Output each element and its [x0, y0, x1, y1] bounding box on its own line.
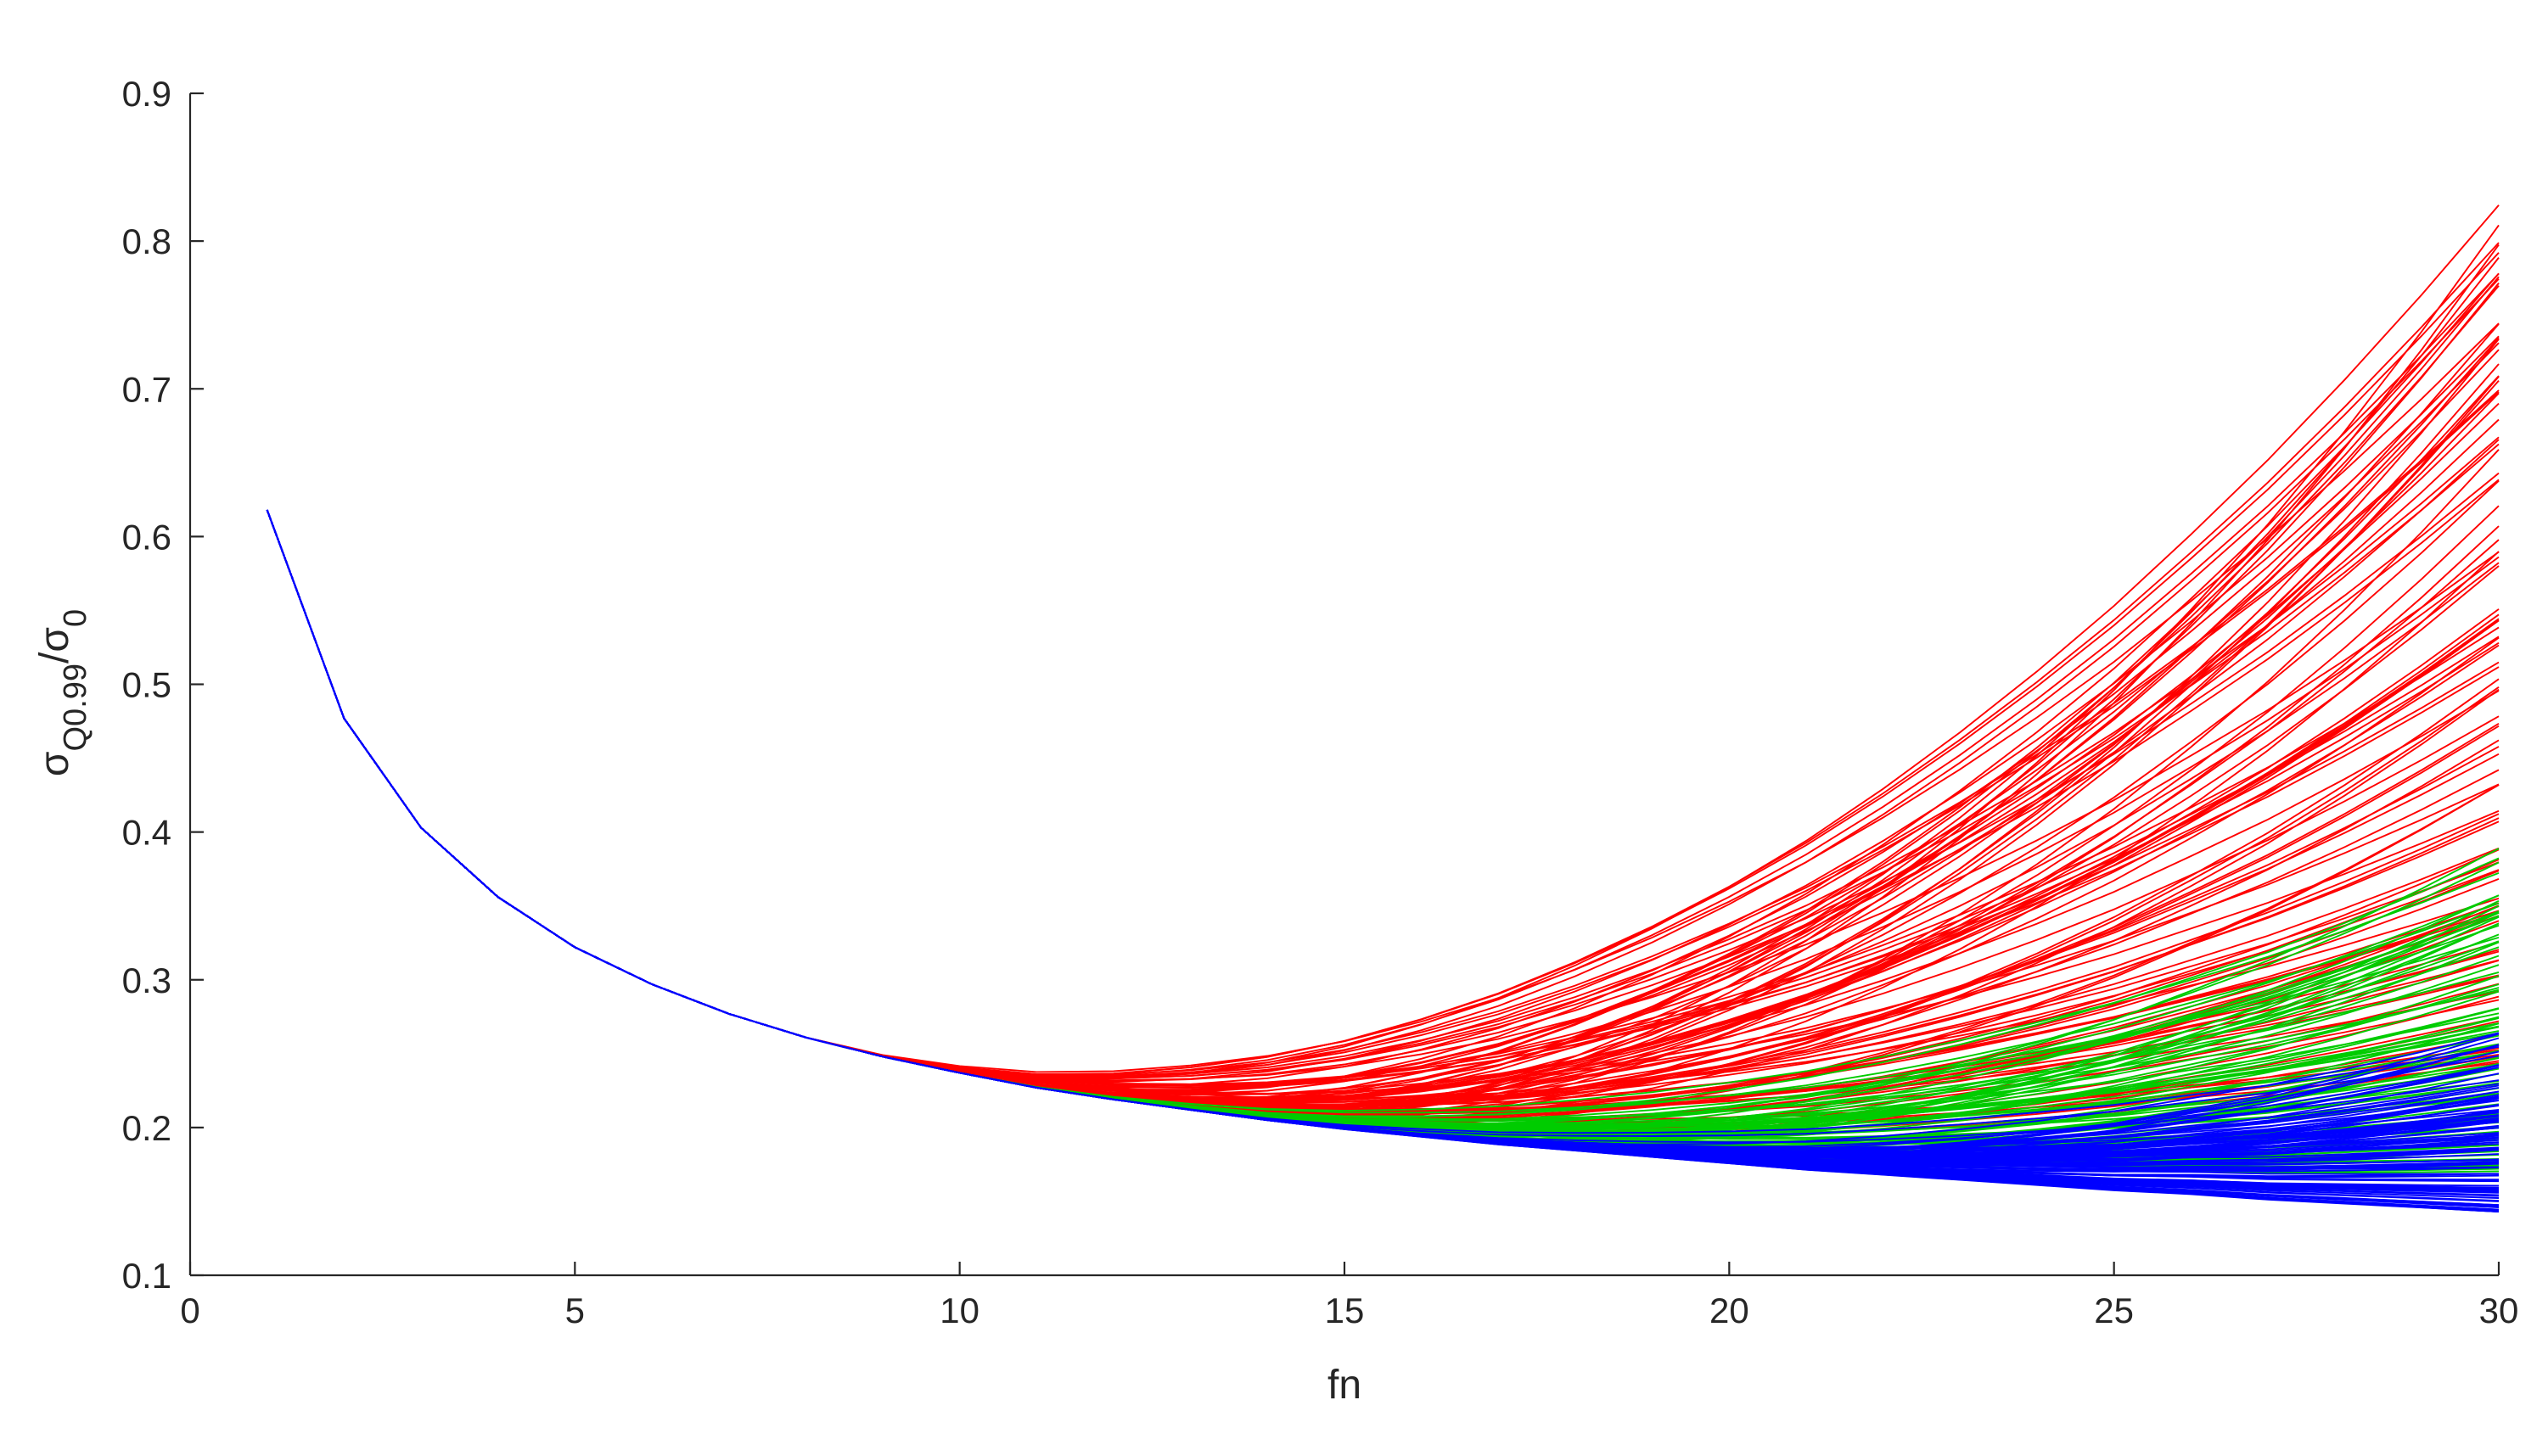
series-line	[266, 509, 2500, 1101]
series-line	[266, 509, 2500, 1101]
series-line	[266, 418, 2500, 1091]
series-line	[266, 389, 2500, 1076]
y-tick-label: 0.3	[122, 960, 171, 1000]
series-line	[266, 375, 2500, 1106]
series-line	[266, 509, 2500, 1115]
y-axis-title-separator: /σ	[32, 627, 77, 664]
series-line	[266, 509, 2500, 1127]
series-line	[266, 509, 2500, 1128]
y-tick-label: 0.4	[122, 813, 171, 853]
x-tick-label: 15	[1325, 1291, 1365, 1330]
series-line	[266, 509, 2500, 1100]
series-line	[266, 285, 2500, 1100]
series-line	[266, 276, 2500, 1100]
y-tick-label: 0.5	[122, 665, 171, 705]
series-layer	[266, 204, 2500, 1213]
y-axis-title: σQ0.99/σ0	[32, 609, 93, 776]
series-line	[266, 509, 2500, 1112]
series-line	[266, 509, 2500, 1112]
y-axis-title-main: σ	[32, 752, 77, 777]
x-tick-label: 10	[940, 1291, 979, 1330]
series-line	[266, 509, 2500, 1115]
series-line	[266, 509, 2500, 1111]
series-line	[266, 509, 2500, 1106]
series-group	[266, 509, 2500, 1213]
series-line	[266, 509, 2500, 1107]
y-tick-label: 0.6	[122, 517, 171, 557]
y-tick-label: 0.8	[122, 221, 171, 261]
x-tick-label: 5	[565, 1291, 585, 1330]
series-line	[266, 509, 2500, 1154]
y-tick-label: 0.2	[122, 1108, 171, 1148]
series-line	[266, 509, 2500, 1112]
series-line	[266, 509, 2500, 1112]
series-line	[266, 509, 2500, 1112]
series-line	[266, 277, 2500, 1080]
series-line	[266, 252, 2500, 1075]
x-tick-label: 25	[2094, 1291, 2134, 1330]
series-line	[266, 338, 2500, 1116]
x-tick-label: 0	[180, 1291, 199, 1330]
series-line	[266, 509, 2500, 1128]
y-tick-label: 0.7	[122, 369, 171, 409]
x-tick-label: 20	[1709, 1291, 1749, 1330]
series-line	[266, 509, 2500, 1154]
series-line	[266, 480, 2500, 1106]
series-line	[266, 509, 2500, 1106]
y-tick-label: 0.9	[122, 74, 171, 114]
series-line	[266, 509, 2500, 1103]
x-tick-label: 30	[2479, 1291, 2519, 1330]
series-line	[266, 509, 2500, 1151]
series-line	[266, 509, 2500, 1157]
series-line	[266, 509, 2500, 1112]
y-axis-title-subscript: Q0.99	[58, 664, 93, 752]
series-line	[266, 509, 2500, 1112]
series-line	[266, 509, 2500, 1110]
series-line	[266, 363, 2500, 1113]
series-group	[266, 204, 2500, 1137]
x-axis-title: fn	[1327, 1363, 1361, 1408]
y-tick-label: 0.1	[122, 1256, 171, 1296]
series-line	[266, 509, 2500, 1103]
series-line	[266, 272, 2500, 1094]
series-line	[266, 257, 2500, 1107]
y-axis-title-subscript-2: 0	[58, 609, 93, 627]
series-line	[266, 509, 2500, 1107]
series-line	[266, 509, 2500, 1154]
ticks-layer: 0 5 10 15 20 25 30 0.1 0.2 0.3 0.4 0.5 0.6 0.7 0.8 0.9	[122, 74, 2519, 1330]
